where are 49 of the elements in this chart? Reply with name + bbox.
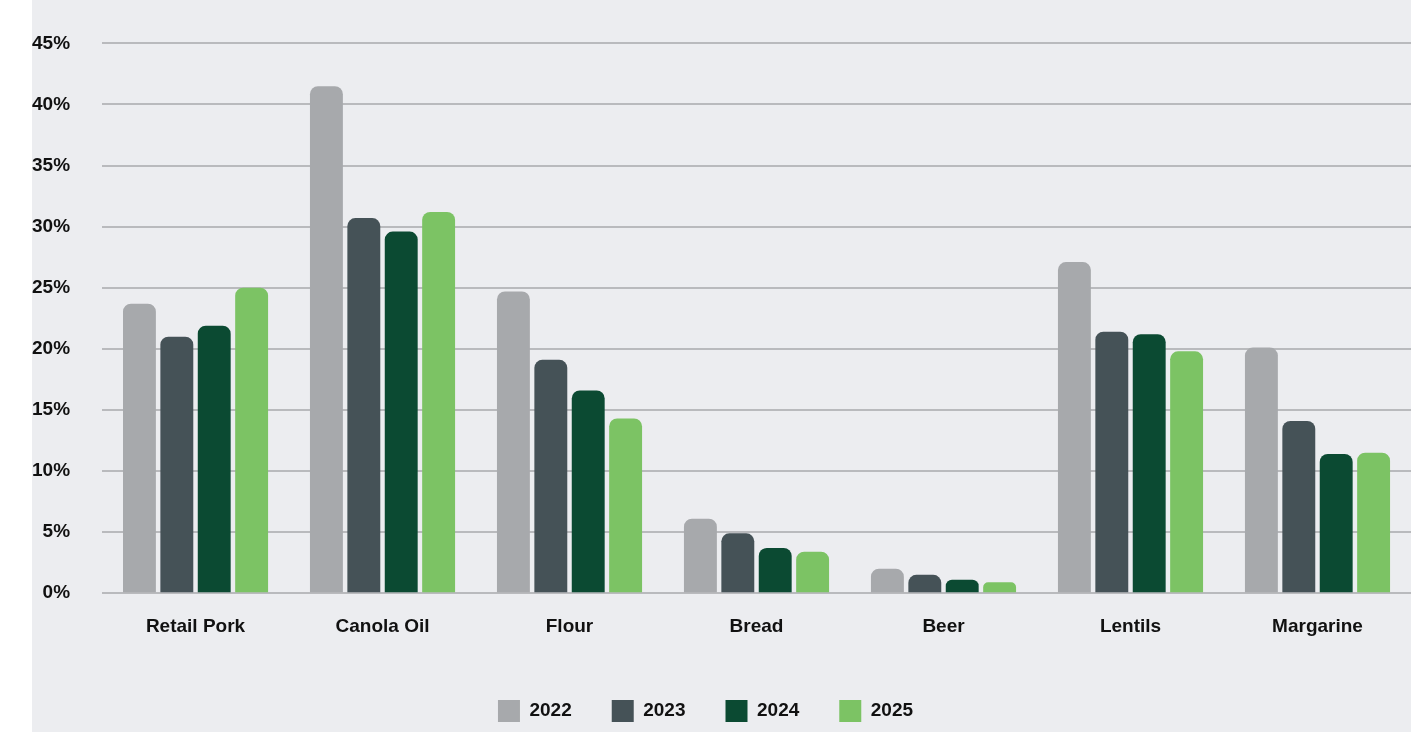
bar (721, 533, 755, 593)
bar (496, 291, 530, 593)
bar (983, 582, 1017, 593)
x-tick-label: Retail Pork (145, 614, 246, 636)
bar (197, 325, 231, 593)
y-tick-label: 10% (32, 459, 71, 481)
bar (609, 418, 643, 593)
bar (683, 518, 717, 593)
x-tick-label: Canola Oil (335, 614, 430, 636)
y-tick-label: 30% (32, 214, 71, 236)
bar (422, 212, 456, 593)
x-tick-label: Flour (545, 614, 594, 636)
bar (796, 551, 830, 593)
bar (1170, 351, 1204, 593)
bar (160, 336, 194, 593)
bar (235, 287, 269, 593)
y-tick-label: 25% (32, 275, 71, 297)
y-tick-label: 5% (42, 520, 71, 542)
bar (1057, 262, 1091, 593)
bar (1095, 331, 1129, 593)
y-tick-label: 45% (32, 31, 71, 53)
bar (534, 359, 568, 593)
bar (1132, 334, 1166, 593)
bar (1244, 347, 1278, 593)
bar (1282, 420, 1316, 593)
x-tick-label: Margarine (1272, 614, 1363, 636)
bar (1357, 452, 1391, 593)
legend-label: 2024 (757, 699, 800, 721)
x-tick-label: Lentils (1099, 614, 1162, 636)
bar (309, 86, 343, 593)
x-tick-label: Bread (729, 614, 784, 636)
bar (870, 568, 904, 593)
bar (908, 574, 942, 593)
y-tick-label: 20% (32, 337, 71, 359)
y-tick-label: 35% (32, 153, 71, 175)
bar (347, 218, 381, 593)
y-tick-label: 0% (42, 581, 71, 603)
bar (758, 547, 792, 593)
y-tick-label: 15% (32, 398, 71, 420)
y-tick-label: 40% (32, 92, 71, 114)
bar (122, 303, 156, 593)
bar (945, 579, 979, 593)
bar (1319, 453, 1353, 593)
x-tick-label: Beer (922, 614, 966, 636)
bar (571, 390, 605, 593)
legend-label: 2022 (529, 699, 572, 721)
legend-label: 2025 (870, 699, 914, 721)
legend-label: 2023 (643, 699, 686, 721)
bar (384, 231, 418, 593)
